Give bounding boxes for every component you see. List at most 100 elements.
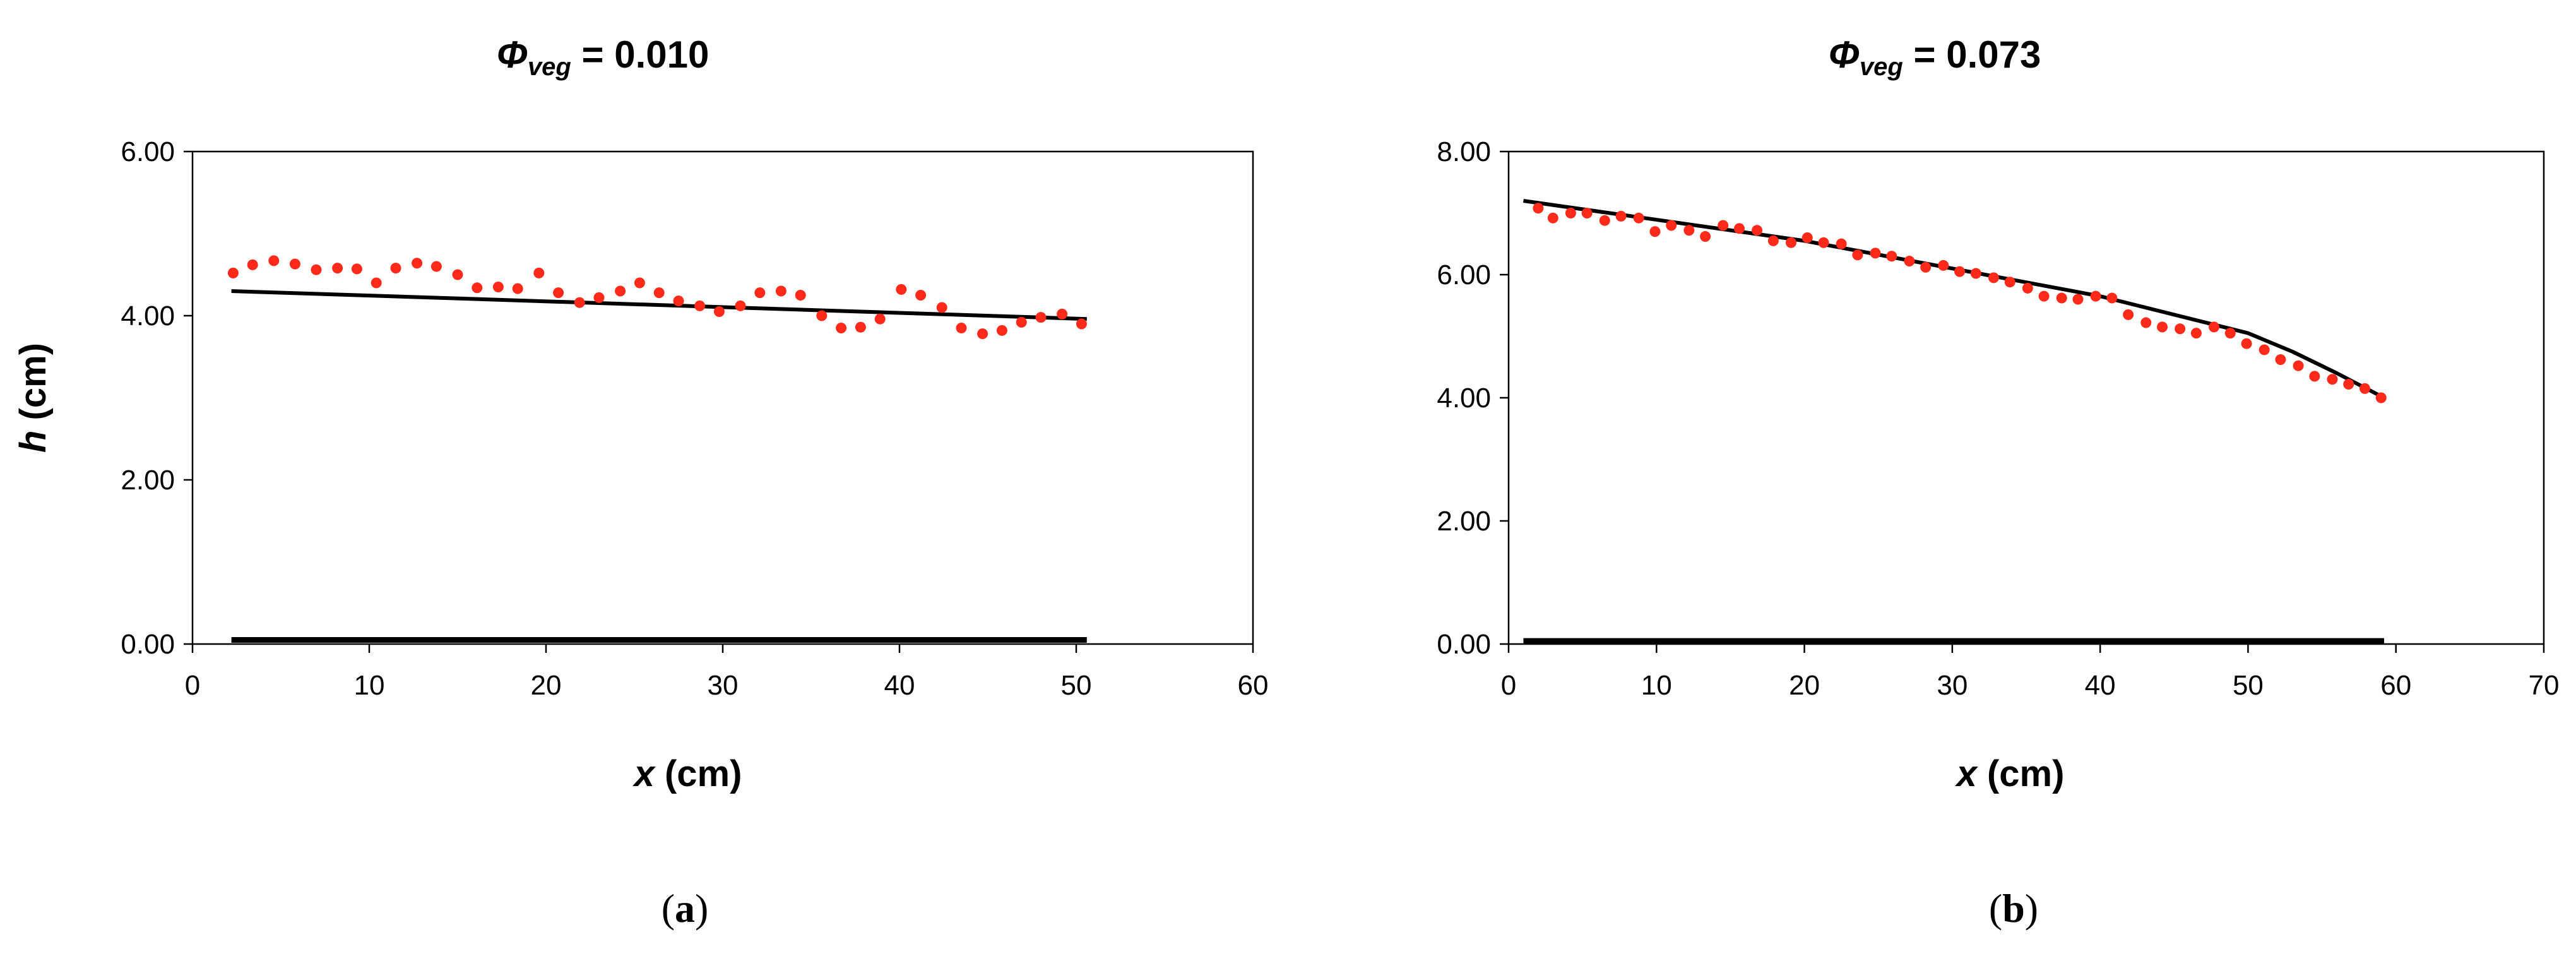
panel-b: Φveg = 0.073 0.00 2.00 4.00 6.00 8.00 0 10 20 3… [1437,33,2559,931]
panel-a-data-point [713,306,725,317]
panel-a-data-point [452,269,463,280]
panel-a-x-tick-label: 50 [1061,670,1092,701]
panel-b-data-point [1615,210,1627,222]
panel-b-x-tick-label: 60 [2380,670,2411,701]
panel-a-data-point [289,258,300,270]
panel-b-x-tick-label: 50 [2233,670,2264,701]
panel-b-data-point [2004,277,2015,288]
panel-b-data-point [2209,321,2220,333]
panel-a-data-point [775,285,786,297]
panel-a-data-point [694,300,706,311]
panel-b-data-point [1599,215,1610,226]
panel-a-data-point [836,323,847,333]
panel-b-x-tick-label: 0 [1501,670,1516,701]
panel-b-data-point [2140,317,2152,328]
panel-b-data-point [1785,237,1796,248]
panel-b-data-point [1988,272,1999,284]
panel-b-data-point [2258,344,2270,355]
panel-a-data-point [956,323,967,333]
panel-b-data-point [2175,323,2186,335]
panel-a-y-axis: 0.00 2.00 4.00 6.00 [121,136,193,660]
panel-a-data-point [1057,308,1068,319]
panel-b-marks [1523,199,2387,644]
panel-b-x-tick-label: 70 [2529,670,2560,701]
panel-a-plot-area [191,150,1254,645]
panel-b-data-point [2309,371,2320,382]
panel-b-data-point [2343,379,2354,390]
panel-b-data-point [1752,225,1763,236]
panel-a-data-point [593,292,605,303]
panel-a-data-point [977,328,988,340]
panel-b-data-point [2022,282,2033,294]
panel-a-y-tick-label: 0.00 [121,629,175,660]
panel-b-data-point [2106,292,2118,304]
panel-b-data-point [1581,208,1593,218]
panel-b-title: Φveg = 0.073 [1829,33,2041,81]
panel-a-data-point [896,284,907,295]
panel-b-data-point [1954,266,1966,277]
panel-b-data-point [1633,212,1644,224]
panel-a-y-tick-label: 6.00 [121,136,175,167]
panel-a-data-point [673,295,684,307]
panel-b-data-point [2056,292,2067,304]
panel-b-y-tick-label: 4.00 [1437,383,1491,414]
panel-b-data-point [1733,223,1745,234]
panel-a-data-point [754,287,766,299]
panel-b-y-tick-label: 2.00 [1437,506,1491,537]
panel-a-data-point [634,277,645,289]
panel-b-data-point [1920,261,1932,273]
panel-a-data-point [996,325,1007,336]
panel-b-data-point [2072,294,2084,305]
panel-b-data-point [2241,338,2252,349]
panel-a-data-point [311,264,322,275]
panel-b-y-axis: 0.00 2.00 4.00 6.00 8.00 [1437,136,1509,660]
panel-a-x-tick-label: 60 [1238,670,1269,701]
panel-a-data-point [533,267,545,278]
panel-b-plot-area [1507,150,2545,645]
panel-a-data-point [492,282,504,292]
panel-a-data-point [855,321,866,333]
panel-a-data-point [227,267,239,278]
panel-b-data-point [1938,260,1949,271]
panel-a-x-tick-label: 20 [531,670,562,701]
panel-a-x-tick-label: 10 [354,670,385,701]
panel-a-data-point [390,263,401,274]
panel-a-data-point [653,287,665,299]
panel-a-data-point [574,297,585,308]
panel-b-data-point [2359,383,2371,394]
panel-b-x-tick-label: 20 [1789,670,1820,701]
panel-a-x-axis-label: x (cm) [632,753,742,794]
panel-a-data-point [795,290,806,301]
panel-a-y-axis-label: h (cm) [13,343,54,453]
panel-b-y-tick-label: 8.00 [1437,136,1491,167]
panel-a-data-point [332,263,343,274]
panel-b-x-tick-label: 40 [2085,670,2116,701]
panel-b-data-point [1970,268,1981,279]
panel-b-data-point [2224,328,2236,339]
panel-a-title-subscript: veg [528,53,571,81]
panel-b-data-point [1666,220,1677,231]
panel-b-data-point [2090,290,2101,302]
panel-a-data-point [816,310,828,321]
panel-b-data-point [1852,249,1863,261]
panel-a-y-tick-label: 2.00 [121,465,175,496]
panel-b-data-point [1533,203,1544,214]
panel-b-caption: (b) [1989,886,2038,931]
panel-b-data-point [1870,248,1881,259]
panel-b-data-point [1683,225,1695,236]
panel-b-y-tick-label: 0.00 [1437,629,1491,660]
panel-a-title-symbol: Φ [497,33,528,76]
panel-a-x-tick-label: 30 [708,670,739,701]
panel-b-title-value: = 0.073 [1903,33,2041,76]
panel-a: Φveg = 0.010 0.00 2.00 4.00 6.00 0 10 20 30 40 5… [13,33,1268,931]
panel-b-data-point [2327,374,2338,385]
panel-b-x-tick-label: 10 [1641,670,1672,701]
panel-a-data-point [371,277,382,289]
panel-b-data-point [2293,360,2304,371]
panel-b-x-tick-label: 30 [1937,670,1968,701]
panel-a-fit-line [231,289,1087,321]
panel-a-caption: (a) [662,886,709,931]
panel-b-data-point [2157,321,2168,333]
panel-b-data-point [2375,392,2387,403]
